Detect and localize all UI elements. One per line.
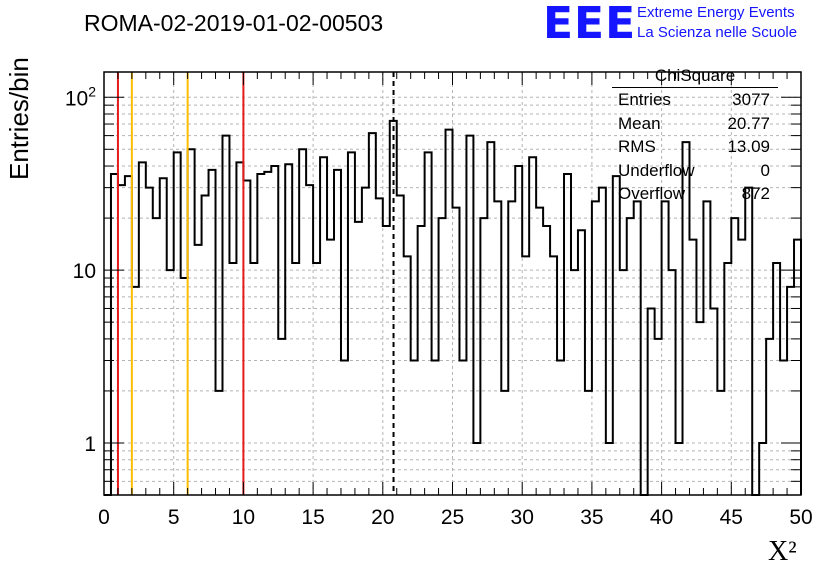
stats-row-entries: Entries 3077	[610, 88, 778, 112]
x-tick-label: 40	[650, 506, 673, 529]
x-axis-label: X²	[768, 536, 797, 567]
x-tick-label: 35	[580, 506, 603, 529]
x-tick-label: 30	[511, 506, 534, 529]
stats-label: RMS	[618, 137, 656, 156]
stats-label: Underflow	[618, 160, 695, 180]
stats-value: 20.77	[727, 113, 770, 133]
x-tick-label: 0	[98, 506, 110, 529]
x-tick-label: 15	[301, 506, 324, 529]
stats-row-rms: RMS 13.09	[610, 135, 778, 159]
x-tick-label: 25	[441, 506, 464, 529]
y-tick-label: 102	[65, 83, 96, 110]
eee-logo: EEE	[543, 0, 637, 49]
x-tick-label: 10	[232, 506, 255, 529]
x-tick-label: 5	[168, 506, 180, 529]
stats-title: ChiSquare	[612, 66, 778, 88]
stats-value: 872	[741, 184, 770, 203]
histogram-series	[104, 119, 802, 496]
stats-label: Entries	[618, 90, 671, 109]
stats-row-mean: Mean 20.77	[610, 112, 778, 136]
logo-line-2: La Scienza nelle Scuole	[637, 24, 798, 41]
stats-value: 13.09	[727, 137, 770, 156]
y-tick-label-exponent: 2	[88, 83, 96, 99]
logo-line-1: Extreme Energy Events	[637, 4, 795, 21]
stats-value: 0	[760, 160, 770, 180]
stats-row-underflow: Underflow 0	[610, 159, 778, 183]
stats-label: Mean	[618, 113, 661, 133]
chart-title: ROMA-02-2019-01-02-00503	[84, 10, 384, 36]
x-tick-label: 50	[789, 506, 812, 529]
x-tick-label: 20	[371, 506, 394, 529]
y-tick-label: 1	[84, 433, 96, 456]
stats-box: ChiSquare Entries 3077 Mean 20.77 RMS 13…	[610, 66, 778, 206]
stats-value: 3077	[732, 90, 770, 109]
stats-row-overflow: Overflow 872	[610, 182, 778, 206]
x-tick-label: 45	[720, 506, 743, 529]
y-tick-label-base: 10	[65, 87, 88, 110]
stats-label: Overflow	[618, 184, 686, 203]
y-axis-label: Entries/bin	[4, 57, 34, 180]
y-tick-label: 10	[73, 260, 96, 283]
